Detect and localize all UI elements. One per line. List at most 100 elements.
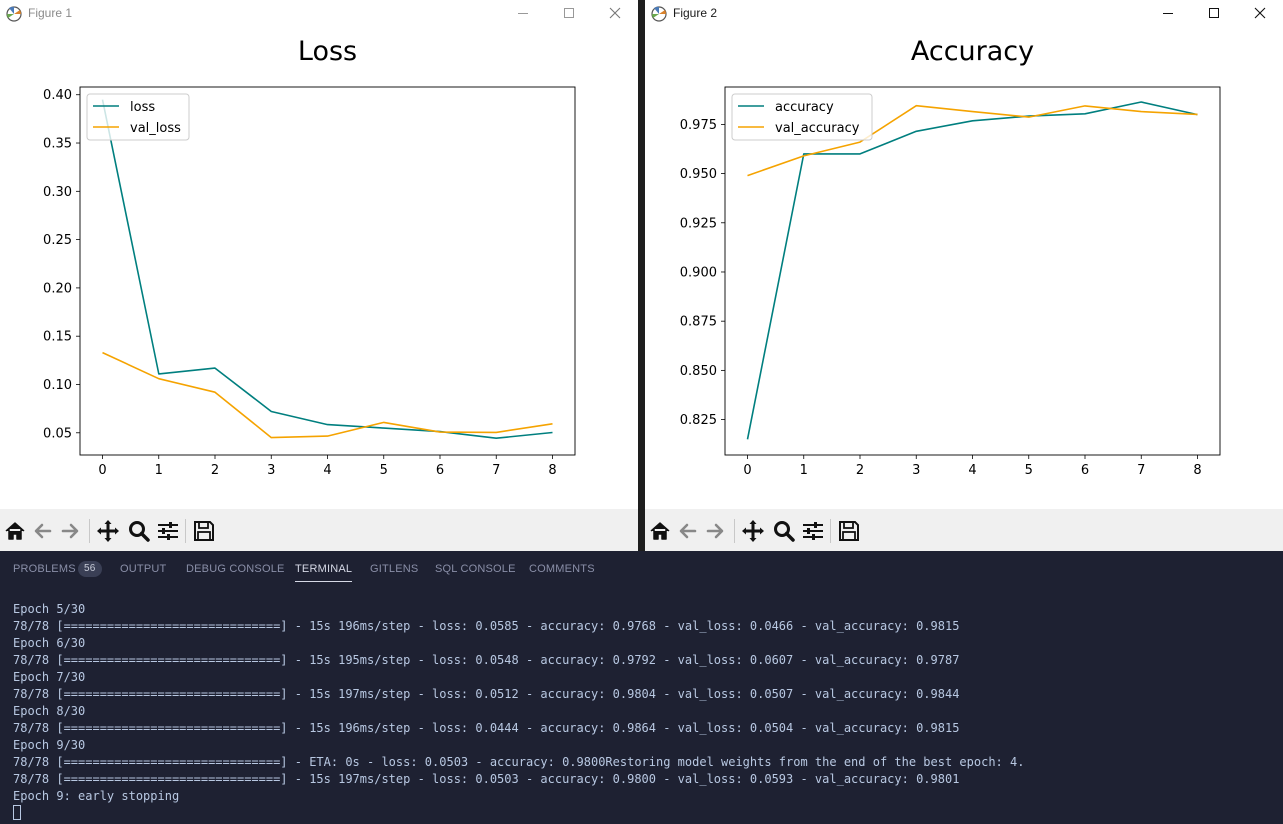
x-tick-label: 1 — [155, 463, 163, 478]
home-button[interactable] — [2, 518, 28, 544]
back-button[interactable] — [675, 518, 701, 544]
y-tick-label: 0.825 — [680, 413, 717, 428]
back-arrow-icon — [34, 523, 52, 539]
window-divider — [638, 0, 645, 551]
home-icon — [650, 522, 670, 540]
window-title: Figure 1 — [28, 6, 73, 20]
x-tick-label: 8 — [548, 463, 556, 478]
y-tick-label: 0.900 — [680, 265, 717, 280]
x-tick-label: 5 — [1025, 463, 1033, 478]
x-tick-label: 6 — [1081, 463, 1089, 478]
home-icon — [5, 522, 25, 540]
y-tick-label: 0.40 — [43, 88, 72, 103]
back-arrow-icon — [679, 523, 697, 539]
toolbar-separator — [89, 519, 90, 543]
legend: accuracy val_accuracy — [731, 93, 873, 141]
tab-output[interactable]: OUTPUT — [120, 563, 166, 575]
forward-button[interactable] — [57, 518, 83, 544]
terminal-line: Epoch 9/30 — [13, 738, 86, 752]
zoom-button[interactable] — [126, 518, 152, 544]
pan-move-icon — [742, 520, 764, 542]
pan-button[interactable] — [740, 518, 766, 544]
x-tick-label: 5 — [380, 463, 388, 478]
home-button[interactable] — [647, 518, 673, 544]
accuracy-chart[interactable]: Accuracy 0 1 2 3 4 5 6 7 8 0.825 0.850 0.875 0.900 0.9… — [645, 27, 1283, 509]
maximize-button[interactable] — [546, 0, 592, 27]
save-disk-icon — [194, 521, 214, 541]
terminal-line: 78/78 [==============================] -… — [13, 772, 960, 786]
tab-problems[interactable]: PROBLEMS 56 — [13, 561, 102, 577]
loss-chart[interactable]: Loss 0 1 2 3 4 5 6 7 8 0.05 0.10 0.15 0.20 0.25 0.30 0.3… — [0, 27, 638, 509]
y-tick-label: 0.875 — [680, 315, 717, 330]
tab-label: COMMENTS — [529, 563, 595, 575]
problems-count-badge: 56 — [78, 561, 102, 577]
subplots-button[interactable] — [155, 518, 181, 544]
x-tick-label: 2 — [856, 463, 864, 478]
terminal-line: 78/78 [==============================] -… — [13, 653, 960, 667]
x-tick-label: 8 — [1193, 463, 1201, 478]
zoom-button[interactable] — [771, 518, 797, 544]
save-button[interactable] — [836, 518, 862, 544]
tab-debug-console[interactable]: DEBUG CONSOLE — [186, 563, 285, 575]
legend: loss val_loss — [86, 93, 190, 141]
save-button[interactable] — [191, 518, 217, 544]
tab-sql-console[interactable]: SQL CONSOLE — [435, 563, 516, 575]
series-line-loss — [101, 99, 553, 440]
tab-terminal[interactable]: TERMINAL — [295, 563, 353, 582]
navigation-toolbar — [645, 509, 1283, 551]
toolbar-separator — [830, 519, 831, 543]
terminal-line: Epoch 6/30 — [13, 636, 86, 650]
close-button[interactable] — [1237, 0, 1283, 27]
x-tick-label: 4 — [323, 463, 331, 478]
tab-label: SQL CONSOLE — [435, 563, 516, 575]
minimize-button[interactable] — [1145, 0, 1191, 27]
close-button[interactable] — [592, 0, 638, 27]
legend-label: accuracy — [775, 100, 834, 115]
terminal-prompt[interactable] — [13, 805, 1263, 823]
subplots-button[interactable] — [800, 518, 826, 544]
y-tick-label: 0.20 — [43, 281, 72, 296]
series-line-val_loss — [102, 351, 553, 439]
maximize-button[interactable] — [1191, 0, 1237, 27]
window-title: Figure 2 — [673, 6, 718, 20]
x-tick-label: 4 — [968, 463, 976, 478]
x-tick-label: 7 — [492, 463, 500, 478]
matplotlib-icon — [6, 6, 22, 22]
terminal-line: Epoch 7/30 — [13, 670, 86, 684]
close-icon — [609, 7, 621, 19]
pan-button[interactable] — [95, 518, 121, 544]
toolbar-separator — [185, 519, 186, 543]
back-button[interactable] — [30, 518, 56, 544]
chart-title: Loss — [298, 36, 357, 67]
y-tick-label: 0.30 — [43, 185, 72, 200]
bottom-panel: PROBLEMS 56 OUTPUT DEBUG CONSOLE TERMINAL GIT… — [0, 551, 1283, 824]
close-icon — [1254, 7, 1266, 19]
maximize-icon — [564, 8, 574, 18]
y-tick-label: 0.10 — [43, 378, 72, 393]
figure-2-titlebar[interactable]: Figure 2 — [645, 0, 1283, 27]
plot-area — [725, 87, 1220, 455]
series-line-accuracy — [746, 101, 1198, 440]
zoom-magnifier-icon — [774, 521, 795, 542]
chart-title: Accuracy — [911, 36, 1034, 67]
figure-1-titlebar[interactable]: Figure 1 — [0, 0, 638, 27]
y-tick-label: 0.925 — [680, 216, 717, 231]
legend-label: val_loss — [130, 121, 181, 136]
matplotlib-icon — [651, 6, 667, 22]
y-tick-label: 0.35 — [43, 137, 72, 152]
x-tick-label: 0 — [743, 463, 751, 478]
minimize-button[interactable] — [500, 0, 546, 27]
tab-label: TERMINAL — [295, 563, 353, 575]
tab-label: DEBUG CONSOLE — [186, 563, 285, 575]
forward-arrow-icon — [61, 523, 79, 539]
x-tick-label: 6 — [436, 463, 444, 478]
tab-gitlens[interactable]: GITLENS — [370, 563, 418, 575]
tab-label: PROBLEMS — [13, 563, 76, 575]
forward-arrow-icon — [706, 523, 724, 539]
forward-button[interactable] — [702, 518, 728, 544]
terminal-line: Epoch 5/30 — [13, 602, 86, 616]
terminal-output[interactable]: Epoch 5/30 78/78 [=======================… — [13, 601, 1263, 823]
x-tick-label: 3 — [912, 463, 920, 478]
tab-comments[interactable]: COMMENTS — [529, 563, 595, 575]
y-tick-label: 0.975 — [680, 118, 717, 133]
